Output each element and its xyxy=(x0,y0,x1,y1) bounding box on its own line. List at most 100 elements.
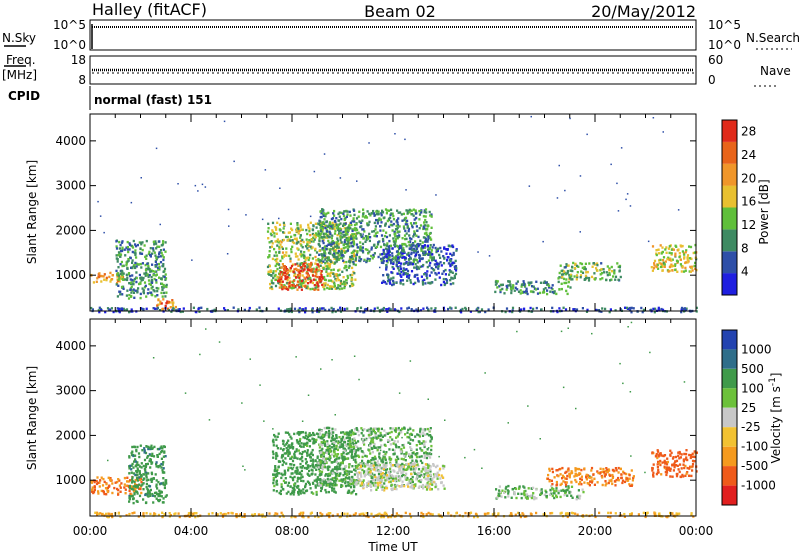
echo-cell xyxy=(401,427,404,431)
echo-cell xyxy=(106,307,110,310)
echo-cell xyxy=(409,261,412,264)
echo-cell xyxy=(316,308,319,312)
echo-cell xyxy=(330,469,333,472)
echo-cell xyxy=(414,435,417,438)
echo-cell xyxy=(685,307,688,310)
echo-cell xyxy=(335,461,339,464)
echo-cell xyxy=(141,248,144,252)
echo-cell xyxy=(343,266,346,270)
echo-cell xyxy=(405,209,408,212)
echo-cell xyxy=(336,239,339,242)
echo-cell xyxy=(329,478,332,481)
echo-cell xyxy=(352,244,355,248)
echo-cell xyxy=(138,487,141,490)
echo-cell xyxy=(339,306,342,309)
echo-cell xyxy=(373,442,376,446)
echo-cell xyxy=(121,249,124,253)
echo-cell xyxy=(383,216,386,219)
echo-cell xyxy=(668,265,671,269)
echo-cell xyxy=(680,308,683,311)
echo-cell xyxy=(133,445,136,448)
echo-cell xyxy=(429,440,432,443)
echo-cell xyxy=(380,214,383,217)
echo-cell xyxy=(579,262,582,265)
echo-cell xyxy=(133,480,136,484)
nsky-panel-frame xyxy=(89,19,697,51)
echo-cell xyxy=(155,491,158,494)
echo-cell xyxy=(307,277,310,280)
echo-cell xyxy=(290,463,293,466)
echo-cell xyxy=(359,484,362,487)
echo-cell xyxy=(387,480,391,484)
echo-cell xyxy=(553,291,556,295)
echo-cell xyxy=(345,242,348,246)
echo-cell xyxy=(367,235,370,238)
echo-cell xyxy=(688,270,691,273)
echo-cell xyxy=(299,471,302,474)
echo-cell xyxy=(368,220,371,224)
echo-cell xyxy=(357,430,360,433)
echo-cell xyxy=(292,279,295,283)
echo-cell xyxy=(309,452,312,456)
echo-cell xyxy=(233,160,235,163)
echo-cell xyxy=(591,265,594,268)
echo-cell xyxy=(405,472,408,475)
echo-cell xyxy=(682,307,685,311)
echo-cell xyxy=(523,290,526,294)
echo-cell xyxy=(546,292,549,296)
echo-cell xyxy=(135,256,138,259)
echo-cell xyxy=(130,493,133,496)
echo-cell xyxy=(277,460,280,463)
echo-cell xyxy=(453,276,456,279)
echo-cell xyxy=(162,264,165,268)
echo-cell xyxy=(494,280,497,283)
echo-cell xyxy=(355,427,358,430)
echo-cell xyxy=(152,477,155,480)
echo-cell xyxy=(140,276,143,279)
echo-cell xyxy=(450,263,454,266)
echo-cell xyxy=(321,461,324,465)
echo-cell xyxy=(451,254,454,257)
echo-cell xyxy=(165,494,168,497)
echo-cell xyxy=(353,209,356,212)
echo-cell xyxy=(424,236,427,240)
echo-cell xyxy=(403,427,406,430)
echo-cell xyxy=(285,443,288,446)
echo-cell xyxy=(304,431,307,434)
echo-cell xyxy=(370,440,373,443)
echo-cell xyxy=(312,465,315,468)
echo-cell xyxy=(359,232,362,236)
echo-cell xyxy=(380,234,384,237)
echo-cell xyxy=(414,258,417,261)
echo-cell xyxy=(286,484,289,487)
echo-cell xyxy=(326,283,329,287)
echo-cell xyxy=(320,232,323,235)
echo-cell xyxy=(373,455,377,458)
echo-cell xyxy=(367,459,370,463)
echo-cell xyxy=(145,445,148,448)
echo-cell xyxy=(417,440,420,443)
echo-cell xyxy=(500,283,503,287)
echo-cell xyxy=(272,276,275,280)
echo-cell xyxy=(164,250,167,253)
echo-cell xyxy=(352,218,355,222)
echo-cell xyxy=(296,441,299,444)
echo-cell xyxy=(434,278,437,281)
echo-cell xyxy=(108,478,112,481)
echo-cell xyxy=(335,274,339,277)
echo-cell xyxy=(532,285,535,288)
echo-cell xyxy=(305,285,308,288)
echo-cell xyxy=(144,268,148,272)
echo-cell xyxy=(354,458,357,461)
echo-cell xyxy=(289,284,292,287)
echo-cell xyxy=(409,462,412,465)
echo-cell xyxy=(319,451,322,454)
echo-cell xyxy=(423,433,427,436)
echo-cell xyxy=(322,457,325,460)
echo-cell xyxy=(340,247,343,251)
echo-cell xyxy=(320,261,323,264)
echo-cell xyxy=(128,282,131,285)
echo-cell xyxy=(309,287,312,291)
echo-cell xyxy=(421,485,424,488)
